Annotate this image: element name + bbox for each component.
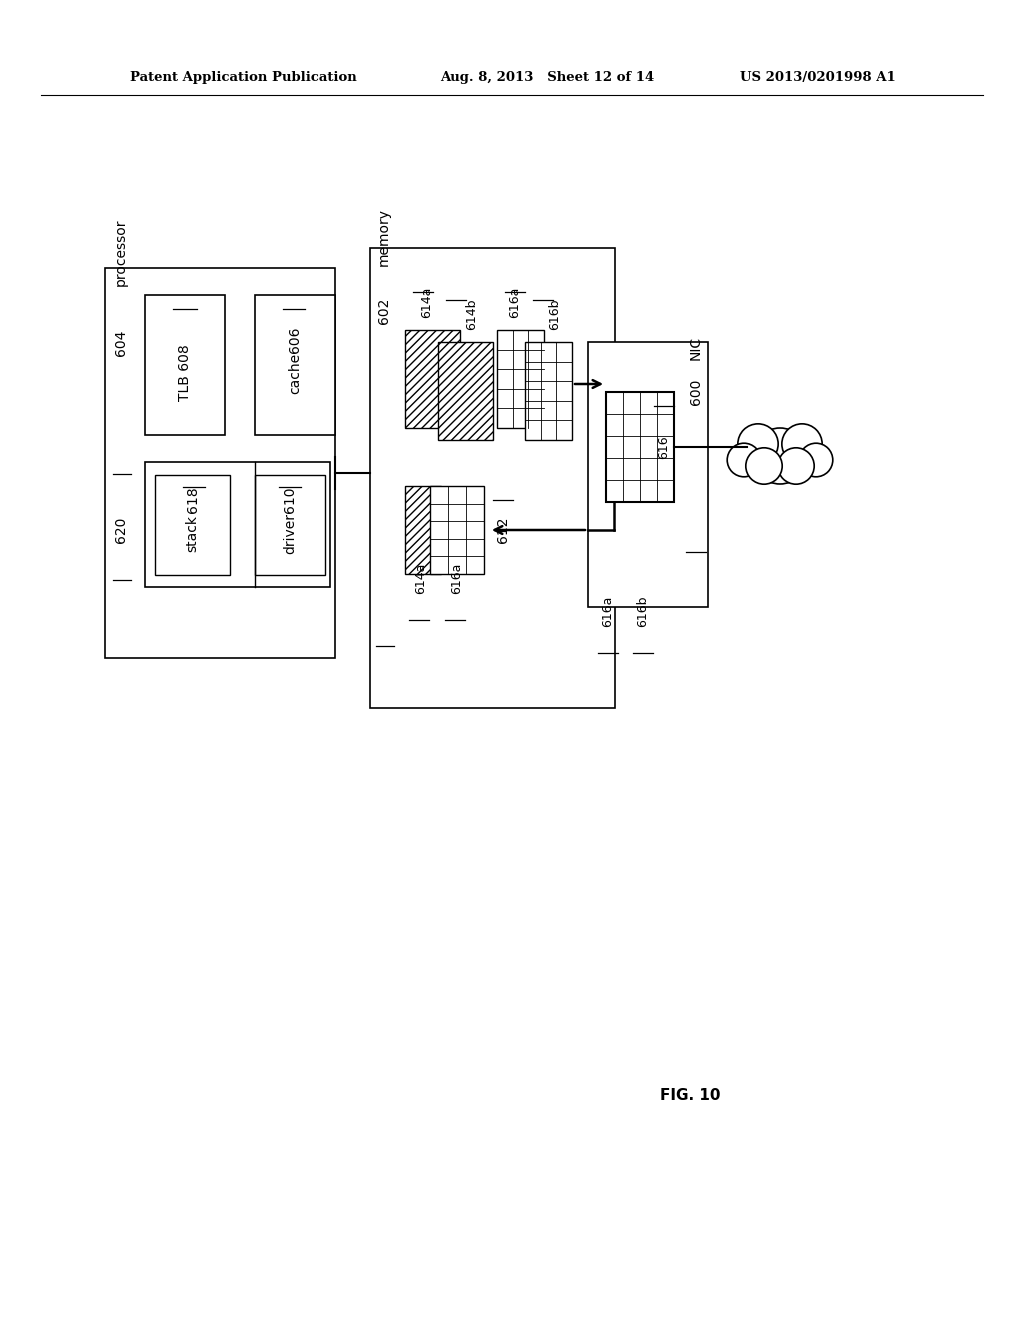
Text: 614a: 614a <box>420 286 433 318</box>
Text: 600: 600 <box>689 379 703 405</box>
Text: 616: 616 <box>657 436 671 459</box>
Text: 618: 618 <box>185 487 200 513</box>
Text: NIC: NIC <box>689 335 703 360</box>
Circle shape <box>782 424 822 465</box>
Text: Patent Application Publication: Patent Application Publication <box>130 71 356 84</box>
Bar <box>255 294 335 436</box>
Text: memory: memory <box>377 209 391 267</box>
Text: TLB 608: TLB 608 <box>178 345 193 401</box>
Bar <box>525 342 572 440</box>
Text: Aug. 8, 2013   Sheet 12 of 14: Aug. 8, 2013 Sheet 12 of 14 <box>440 71 654 84</box>
Text: 610: 610 <box>283 487 297 513</box>
Bar <box>145 462 330 587</box>
Bar <box>105 268 335 657</box>
Bar <box>497 330 544 428</box>
Bar <box>406 486 441 574</box>
Circle shape <box>738 424 778 465</box>
Circle shape <box>745 447 782 484</box>
Circle shape <box>799 444 833 477</box>
Bar <box>406 330 460 428</box>
Bar <box>255 475 325 576</box>
Text: 604: 604 <box>114 330 128 356</box>
Text: 612: 612 <box>496 516 510 544</box>
Text: 606: 606 <box>288 327 302 354</box>
Circle shape <box>778 447 814 484</box>
Circle shape <box>727 444 761 477</box>
Bar <box>588 342 708 607</box>
Text: 614a: 614a <box>415 562 427 594</box>
Text: 616b: 616b <box>637 595 649 627</box>
Bar <box>145 294 225 436</box>
Bar <box>438 342 493 440</box>
Bar <box>430 486 484 574</box>
Text: 616a: 616a <box>451 562 464 594</box>
Text: driver: driver <box>283 512 297 553</box>
Text: 602: 602 <box>377 297 391 323</box>
Bar <box>606 392 674 502</box>
Text: stack: stack <box>185 515 200 552</box>
Text: FIG. 10: FIG. 10 <box>660 1088 721 1102</box>
Text: US 2013/0201998 A1: US 2013/0201998 A1 <box>740 71 896 84</box>
Bar <box>370 248 615 708</box>
Text: 616a: 616a <box>601 595 614 627</box>
Text: cache: cache <box>288 352 302 393</box>
Circle shape <box>752 428 808 484</box>
Text: 620: 620 <box>114 516 128 543</box>
Text: 614b: 614b <box>465 298 478 330</box>
Bar <box>155 475 230 576</box>
Text: processor: processor <box>114 219 128 286</box>
Text: 616a: 616a <box>508 286 521 318</box>
Text: 616b: 616b <box>548 298 561 330</box>
